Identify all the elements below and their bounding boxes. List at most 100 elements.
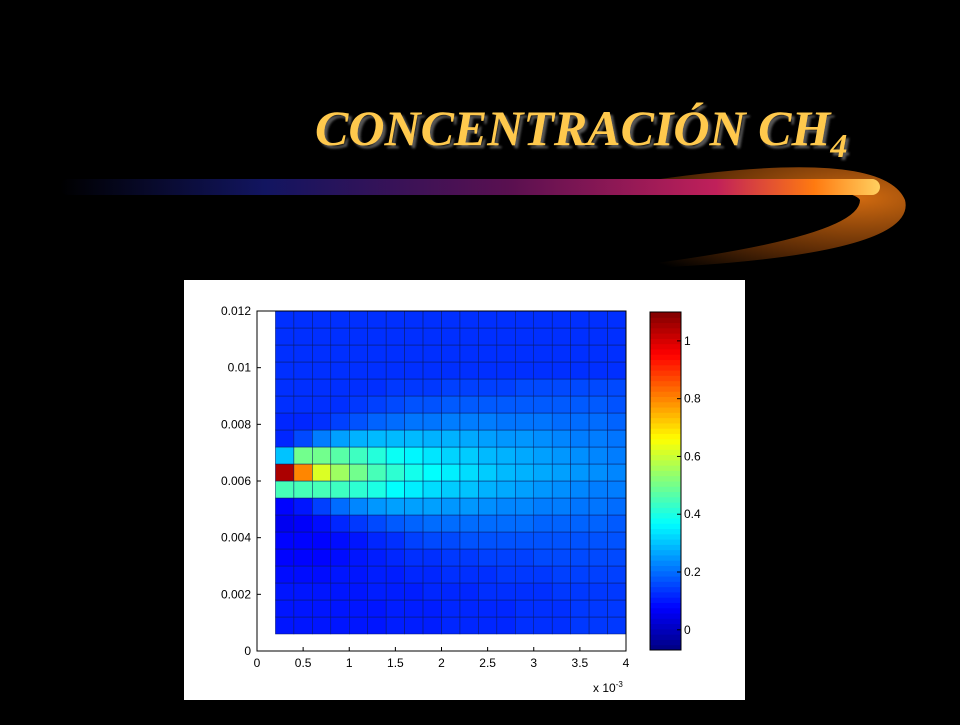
colorbar-swatch [650,380,681,387]
heat-cell [293,378,313,397]
heat-cell [459,378,479,397]
colorbar-swatch [650,486,681,493]
y-tick-label: 0.004 [221,531,251,545]
heat-cell [293,412,313,431]
heat-cell [459,327,479,346]
heat-cell [275,446,295,465]
colorbar-swatch [650,644,681,651]
heat-cell [422,565,442,584]
heat-cell [275,531,295,550]
colorbar-swatch [650,607,681,614]
heat-cell [422,429,442,448]
heat-cell [607,344,627,363]
heat-cell [441,395,461,414]
x-tick-label: 0.5 [295,656,312,670]
heat-cell [533,429,553,448]
heat-cell [367,310,387,329]
heat-cell [422,412,442,431]
heat-cell [293,599,313,618]
heat-cell [515,327,534,346]
heat-cell [551,514,571,533]
x-exponent-base: x 10 [593,681,616,695]
heat-cell [551,497,571,516]
x-tick-label: 1 [346,656,353,670]
heat-cell [404,497,424,516]
heat-cell [422,310,442,329]
heat-cell [330,446,350,465]
colorbar-swatch [650,523,681,530]
colorbar-swatch [650,359,681,366]
heat-cell [533,395,553,414]
heat-cell [459,310,479,329]
heat-cell [607,599,627,618]
heat-cell [478,497,498,516]
heat-cell [496,480,516,499]
heat-cell [515,378,534,397]
colorbar-swatch [650,333,681,339]
heat-cell [496,310,516,329]
heat-cell [570,616,590,635]
heat-cell [607,582,627,601]
heat-cell [330,378,350,397]
heat-cell [496,531,516,550]
heat-cell [551,327,571,346]
heat-cell [607,310,627,329]
heat-cell [330,599,350,618]
heat-cell [478,616,498,635]
heat-cell [533,497,553,516]
heat-cell [312,480,332,499]
heat-cell [570,361,590,380]
heat-cell [533,310,553,329]
heat-cell [551,480,571,499]
heat-cell [459,548,479,567]
heat-cell [515,497,534,516]
heat-cell [441,378,461,397]
colorbar-swatch [650,639,681,646]
heat-cell [404,412,424,431]
colorbar-swatch [650,364,681,371]
heat-cell [441,480,461,499]
heat-cell [275,582,295,601]
heat-cell [367,497,387,516]
colorbar-tick-label: 1 [684,334,691,348]
heat-cell [533,531,553,550]
heat-cell [496,412,516,431]
heat-cell [275,344,295,363]
heat-cell [478,565,498,584]
heat-cell [441,616,461,635]
heat-cell [367,565,387,584]
colorbar-swatch [650,454,681,461]
heat-cell [515,548,534,567]
x-exponent-label: x 10-3 [593,680,623,695]
heat-cell [422,582,442,601]
heat-cell [293,327,313,346]
colorbar-swatch [650,539,681,545]
colorbar-swatch [650,322,681,329]
decor-swoosh [590,167,906,270]
heat-cell [404,548,424,567]
heat-cell [441,531,461,550]
heat-cell [607,446,627,465]
colorbar-swatch [650,401,681,408]
x-tick-label: 2.5 [479,656,496,670]
heat-cell [441,514,461,533]
heat-cell [459,599,479,618]
heat-cell [367,480,387,499]
heat-cell [478,446,498,465]
heat-cell [404,616,424,635]
heat-cell [570,548,590,567]
heat-cell [330,395,350,414]
heat-cell [275,599,295,618]
heat-cell [551,395,571,414]
heat-cell [422,599,442,618]
heat-cell [422,361,442,380]
colorbar-swatch [650,317,681,324]
colorbar-swatch [650,507,681,514]
y-tick-label: 0.01 [228,361,252,375]
colorbar-swatch [650,465,681,471]
heat-cell [385,310,405,329]
heat-cell [459,344,479,363]
colorbar-swatch [650,634,681,640]
heat-cell [496,344,516,363]
heat-cell [478,531,498,550]
